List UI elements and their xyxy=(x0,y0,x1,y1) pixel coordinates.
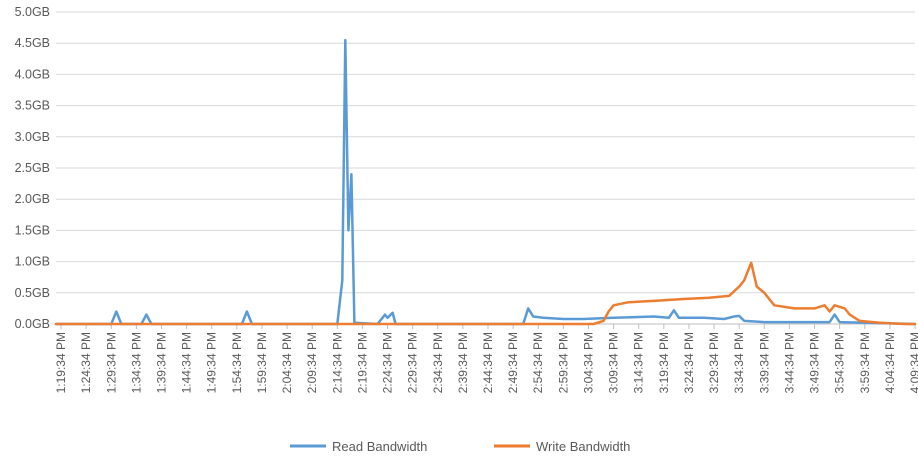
x-tick-label: 4:09:34 PM xyxy=(908,332,918,393)
x-tick-label: 3:24:34 PM xyxy=(682,332,696,393)
x-tick-label: 1:49:34 PM xyxy=(205,332,219,393)
x-tick-label: 1:34:34 PM xyxy=(129,332,143,393)
legend: Read Bandwidth Write Bandwidth xyxy=(290,439,630,454)
x-tick-label: 3:14:34 PM xyxy=(632,332,646,393)
x-tick-label: 2:14:34 PM xyxy=(330,332,344,393)
x-tick-label: 2:54:34 PM xyxy=(531,332,545,393)
x-axis-tick-labels: 1:19:34 PM 1:24:34 PM 1:29:34 PM 1:34:34 PM… xyxy=(54,332,918,393)
y-tick-label: 0.0GB xyxy=(15,317,50,331)
x-tick-label: 2:29:34 PM xyxy=(406,332,420,393)
x-tick-label: 1:29:34 PM xyxy=(104,332,118,393)
x-tick-label: 3:09:34 PM xyxy=(607,332,621,393)
legend-label: Write Bandwidth xyxy=(536,439,630,454)
series-line-write-bandwidth xyxy=(54,261,917,326)
x-tick-label: 1:44:34 PM xyxy=(180,332,194,393)
x-tick-label: 3:04:34 PM xyxy=(581,332,595,393)
x-tick-label: 2:04:34 PM xyxy=(280,332,294,393)
x-tick-label: 1:39:34 PM xyxy=(154,332,168,393)
x-tick-label: 2:24:34 PM xyxy=(381,332,395,393)
y-tick-label: 1.5GB xyxy=(15,223,50,237)
x-tick-label: 4:04:34 PM xyxy=(883,332,897,393)
y-tick-label: 0.5GB xyxy=(15,286,50,300)
x-tick-label: 1:59:34 PM xyxy=(255,332,269,393)
gridlines xyxy=(56,11,915,325)
x-tick-label: 2:09:34 PM xyxy=(305,332,319,393)
y-tick-label: 2.5GB xyxy=(15,161,50,175)
y-tick-label: 4.0GB xyxy=(15,67,50,81)
x-tick-label: 3:59:34 PM xyxy=(858,332,872,393)
x-tick-label: 1:19:34 PM xyxy=(54,332,68,393)
x-tick-label: 2:49:34 PM xyxy=(506,332,520,393)
x-tick-label: 2:39:34 PM xyxy=(456,332,470,393)
y-tick-label: 5.0GB xyxy=(15,5,50,19)
y-tick-label: 4.5GB xyxy=(15,36,50,50)
series-lines xyxy=(54,38,917,326)
x-tick-label: 1:24:34 PM xyxy=(79,332,93,393)
x-tick-label: 2:44:34 PM xyxy=(481,332,495,393)
y-tick-label: 3.0GB xyxy=(15,130,50,144)
x-tick-label: 2:59:34 PM xyxy=(556,332,570,393)
series-line-read-bandwidth xyxy=(54,38,917,326)
y-axis-tick-labels: 0.0GB 0.5GB 1.0GB 1.5GB 2.0GB 2.5GB 3.0GB 3.5GB… xyxy=(15,5,50,331)
legend-label: Read Bandwidth xyxy=(332,439,427,454)
x-tick-label: 3:49:34 PM xyxy=(808,332,822,393)
x-tick-label: 3:54:34 PM xyxy=(833,332,847,393)
x-tick-label: 2:34:34 PM xyxy=(431,332,445,393)
x-tick-label: 3:34:34 PM xyxy=(732,332,746,393)
x-tick-label: 3:19:34 PM xyxy=(657,332,671,393)
y-tick-label: 1.0GB xyxy=(15,255,50,269)
y-tick-label: 3.5GB xyxy=(15,99,50,113)
x-tick-label: 3:44:34 PM xyxy=(782,332,796,393)
x-tick-label: 3:29:34 PM xyxy=(707,332,721,393)
x-tick-label: 2:19:34 PM xyxy=(355,332,369,393)
y-tick-label: 2.0GB xyxy=(15,192,50,206)
x-tick-label: 1:54:34 PM xyxy=(230,332,244,393)
x-tick-label: 3:39:34 PM xyxy=(757,332,771,393)
